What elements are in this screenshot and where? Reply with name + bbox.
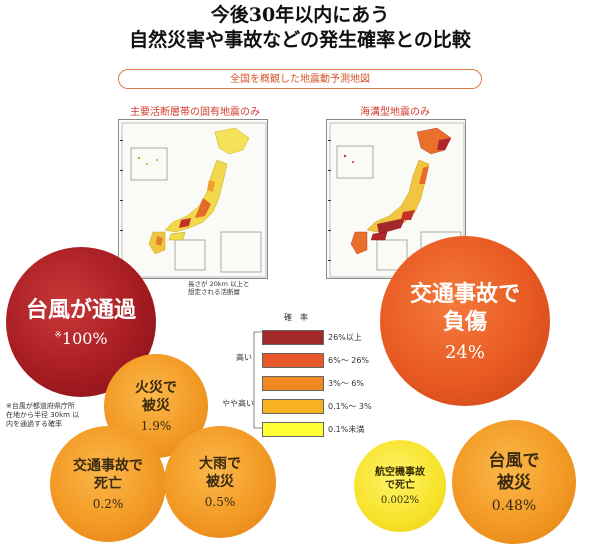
heavy-rain-bubble: 大雨で 被災 0.5%	[164, 426, 276, 538]
typhoon-pass-value-wrap: ※100%	[54, 329, 107, 348]
typhoon-pass-label: 台風が通過	[25, 296, 136, 323]
air-accident-line2: で死亡	[385, 480, 415, 491]
legend-row: 3%〜 6%	[262, 373, 372, 393]
footnote-line1: ※台風が都道府県庁所	[6, 402, 75, 410]
typhoon-damage-line2: 被災	[497, 473, 531, 493]
legend-swatch	[262, 329, 324, 345]
page-title-line2: 自然災害や事故などの発生確率との比較	[129, 29, 471, 51]
legend-label: 6%〜 26%	[328, 355, 370, 365]
fault-note-line1: 長さが 20km 以上と	[188, 280, 250, 288]
typhoon-damage-line1: 台風で	[488, 451, 540, 471]
legend-label: 0.1%未満	[328, 424, 365, 434]
legend-swatch	[262, 398, 324, 414]
traffic-injury-line1: 交通事故で	[409, 280, 520, 307]
legend-row: 26%以上	[262, 327, 372, 347]
fire-line1: 火災で	[135, 380, 177, 396]
legend-bracket	[253, 331, 262, 429]
legend-side-mid: やや高い	[222, 399, 254, 408]
legend-swatch	[262, 352, 324, 368]
air-accident-bubble: 航空機事故 で死亡 0.002%	[354, 440, 446, 532]
left-map-caption: 主要活断層帯の固有地震のみ	[130, 107, 260, 118]
typhoon-footnote: ※台風が都道府県庁所 在地から半径 30km 以 内を通過する確率	[6, 402, 106, 429]
japan-map-left	[120, 122, 267, 278]
fault-note-line2: 想定される活断層	[188, 288, 240, 296]
probability-legend: 26%以上 6%〜 26% 3%〜 6% 0.1%〜 3% 0.1%未満	[262, 327, 372, 442]
legend-label: 26%以上	[328, 332, 362, 342]
traffic-death-line2: 死亡	[94, 476, 122, 492]
japan-map-right	[328, 122, 465, 278]
typhoon-pass-bubble: 台風が通過 ※100%	[6, 247, 156, 397]
right-map-caption: 海溝型地震のみ	[360, 107, 430, 118]
fire-value: 1.9%	[140, 419, 172, 433]
traffic-death-bubble: 交通事故で 死亡 0.2%	[50, 426, 166, 542]
traffic-injury-bubble: 交通事故で 負傷 24%	[380, 236, 550, 406]
typhoon-damage-bubble: 台風で 被災 0.48%	[452, 420, 576, 544]
heavy-rain-line2: 被災	[206, 474, 234, 490]
legend-label: 3%〜 6%	[328, 378, 364, 388]
legend-side-high: 高い	[236, 353, 252, 362]
typhoon-damage-value: 0.48%	[491, 498, 537, 514]
footnote-line3: 内を通過する確率	[6, 420, 62, 428]
active-fault-hazard-map	[118, 119, 268, 279]
footnote-line2: 在地から半径 30km 以	[6, 411, 80, 419]
air-accident-line1: 航空機事故	[375, 467, 425, 478]
fire-line2: 被災	[142, 398, 170, 414]
legend-swatch	[262, 421, 324, 437]
legend-row: 0.1%〜 3%	[262, 396, 372, 416]
legend-title: 確率	[284, 313, 316, 322]
legend-row: 6%〜 26%	[262, 350, 372, 370]
traffic-injury-value: 24%	[444, 341, 485, 363]
heavy-rain-value: 0.5%	[204, 495, 236, 509]
legend-swatch	[262, 375, 324, 391]
map-section-pill: 全国を概観した地震動予測地図	[118, 69, 482, 89]
traffic-death-value: 0.2%	[92, 497, 124, 511]
traffic-injury-line2: 負傷	[442, 308, 487, 335]
air-accident-value: 0.002%	[380, 495, 420, 506]
page-title-line1: 今後30年以内にあう	[210, 4, 390, 26]
typhoon-pass-mark: ※	[54, 330, 62, 341]
typhoon-pass-value: 100%	[61, 328, 108, 348]
fault-length-note: 長さが 20km 以上と 想定される活断層	[188, 280, 278, 296]
legend-label: 0.1%〜 3%	[328, 401, 372, 411]
heavy-rain-line1: 大雨で	[199, 456, 241, 472]
traffic-death-line1: 交通事故で	[73, 458, 143, 474]
legend-row: 0.1%未満	[262, 419, 372, 439]
